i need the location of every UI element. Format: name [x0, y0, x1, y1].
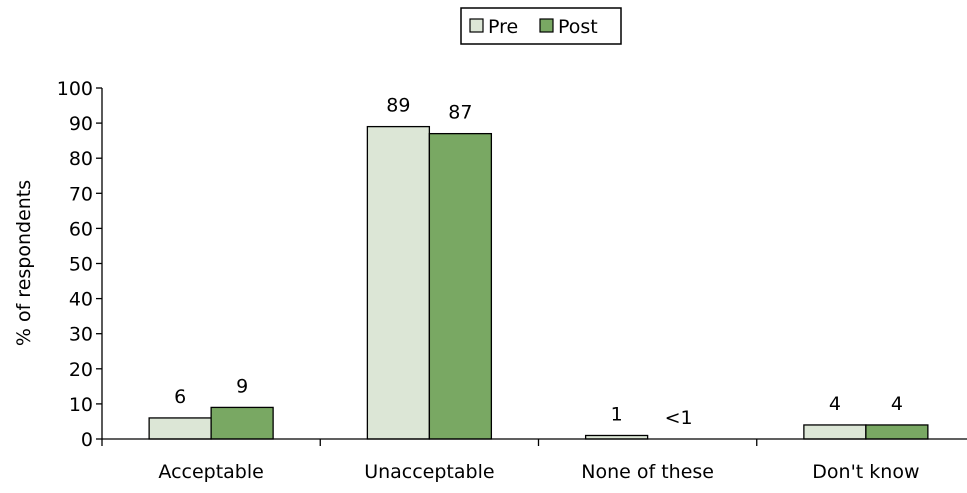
legend: Pre Post: [460, 7, 622, 45]
y-tick-label: 30: [69, 324, 93, 346]
data-label-post: <1: [665, 407, 693, 429]
data-label-pre: 89: [386, 95, 410, 117]
y-tick-label: 10: [69, 394, 93, 416]
bars-group: [148, 125, 929, 440]
y-tick-label: 40: [69, 289, 93, 311]
data-label-post: 4: [891, 393, 903, 415]
legend-label-pre: Pre: [488, 16, 518, 38]
y-tick-label: 60: [69, 218, 93, 240]
x-category-label: None of these: [581, 461, 714, 483]
y-ticks-group: 0 10 20 30 40 50 60 70 80 90 100: [57, 78, 102, 451]
x-category-label: Unacceptable: [364, 461, 494, 483]
y-tick-label: 90: [69, 113, 93, 135]
legend-swatch-pre: [469, 18, 484, 33]
bar-post: [865, 424, 929, 440]
x-category-label: Don't know: [812, 461, 919, 483]
bar-post: [428, 132, 493, 440]
y-tick-label: 50: [69, 254, 93, 276]
legend-label-post: Post: [558, 16, 598, 38]
data-label-pre: 4: [829, 393, 841, 415]
legend-swatch-post: [539, 18, 554, 33]
data-label-pre: 1: [611, 403, 623, 425]
data-label-post: 87: [448, 102, 472, 124]
bar-pre: [366, 125, 431, 440]
y-tick-label: 100: [57, 78, 93, 100]
x-categories-group: Acceptable Unacceptable None of these Don't…: [158, 461, 919, 483]
y-tick-label: 80: [69, 148, 93, 170]
x-category-label: Acceptable: [158, 461, 263, 483]
y-tick-label: 0: [81, 429, 93, 451]
data-label-pre: 6: [174, 386, 186, 408]
bar-pre: [803, 424, 867, 440]
y-axis-title: % of respondents: [13, 180, 35, 346]
bar-post: [210, 406, 274, 440]
data-labels-group: 6 9 89 87 1 <1 4 4: [174, 95, 903, 429]
data-label-post: 9: [236, 375, 248, 397]
bar-pre: [148, 417, 212, 440]
y-tick-label: 70: [69, 183, 93, 205]
y-tick-label: 20: [69, 359, 93, 381]
